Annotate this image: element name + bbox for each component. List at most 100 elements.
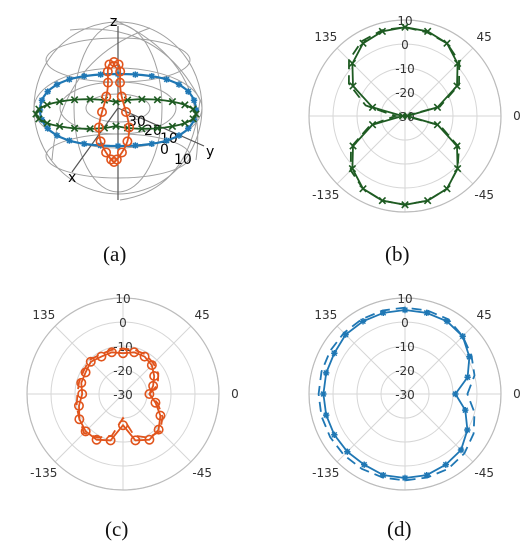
data-marker (106, 347, 117, 358)
pattern-marker (153, 95, 162, 104)
grid-spoke (54, 325, 124, 395)
pattern-marker (189, 105, 197, 113)
data-marker (398, 112, 407, 120)
data-marker (378, 196, 387, 205)
grid-spoke (336, 115, 406, 185)
radial-tick-label: 0 (401, 38, 409, 52)
pattern-marker (190, 97, 198, 104)
measured-curve (78, 351, 162, 442)
panel-a-3d-pattern: z y x 30 20 10 0 10 (32, 14, 214, 201)
data-marker (459, 333, 466, 340)
data-marker (80, 426, 91, 437)
radial-tick-label: 0 (119, 316, 127, 330)
pattern-marker (148, 140, 156, 147)
pattern-marker (43, 101, 51, 109)
grid-spoke (122, 325, 192, 395)
data-marker (361, 461, 368, 468)
data-marker (155, 410, 166, 421)
data-marker (91, 434, 102, 445)
data-marker (76, 377, 87, 388)
data-marker (423, 196, 432, 205)
radial-tick-label: -30 (113, 388, 133, 402)
data-marker (423, 27, 432, 36)
pattern-marker (115, 66, 126, 77)
data-marker (130, 435, 141, 446)
pattern-marker (114, 142, 122, 150)
pattern-marker (114, 70, 122, 78)
pattern-marker (97, 71, 104, 78)
angle-tick-label: -135 (312, 466, 339, 480)
angle-tick-label: 45 (195, 308, 210, 322)
pattern-marker (80, 73, 88, 80)
data-marker (443, 318, 451, 325)
pattern-marker (53, 81, 61, 88)
grid-spoke (404, 47, 474, 117)
data-marker (443, 39, 451, 48)
angle-tick-label: 45 (477, 30, 492, 44)
pattern-marker (95, 136, 106, 147)
pattern-marker (116, 91, 127, 102)
data-marker (118, 348, 129, 359)
data-marker (359, 39, 367, 48)
data-marker (146, 360, 157, 371)
pattern-marker (175, 81, 183, 88)
radial-tick-label: 10 (174, 152, 192, 168)
pattern-marker (106, 154, 117, 165)
pattern-marker (168, 97, 177, 106)
outer-ring (308, 297, 502, 491)
radial-tick-label: -20 (395, 364, 415, 378)
grid-spoke (404, 115, 474, 185)
pattern-marker (116, 147, 127, 158)
data-marker (401, 474, 409, 482)
data-marker (144, 388, 155, 399)
pattern-marker (113, 59, 124, 70)
data-marker (464, 426, 471, 434)
data-marker (77, 388, 88, 399)
pattern-curves (32, 56, 200, 168)
data-marker (368, 103, 377, 112)
pattern-marker (192, 110, 200, 118)
data-marker (462, 406, 469, 414)
outer-ring (26, 297, 220, 491)
pattern-marker (111, 154, 122, 165)
angle-tick-label: 135 (314, 308, 337, 322)
pattern-marker (80, 140, 88, 147)
pattern-marker (148, 73, 156, 80)
pattern-marker (55, 97, 64, 106)
panel-label-a: (a) (103, 242, 127, 266)
pattern-marker (124, 122, 135, 133)
data-marker (320, 390, 327, 398)
pattern-marker (163, 137, 170, 144)
data-marker (453, 164, 462, 173)
panel-label-b: (b) (385, 242, 410, 266)
pattern-marker (97, 107, 108, 118)
data-marker (423, 471, 430, 479)
axes (71, 26, 205, 200)
pattern-marker (109, 157, 120, 168)
pattern-marker (175, 132, 183, 139)
pattern-marker (44, 88, 51, 95)
axis-label-y: y (206, 144, 214, 160)
data-marker (85, 356, 96, 367)
radial-tick-label: -30 (395, 388, 415, 402)
data-marker (423, 309, 430, 317)
radial-tick-label: -10 (113, 340, 133, 354)
pattern-marker (44, 125, 51, 132)
data-marker (149, 370, 160, 381)
radial-tick-label: -10 (395, 340, 415, 354)
data-marker (344, 448, 351, 455)
grid-spoke (336, 325, 406, 395)
data-marker (80, 367, 91, 378)
data-marker (144, 434, 155, 445)
pattern-marker (35, 105, 43, 113)
pattern-marker (55, 122, 64, 131)
pattern-marker (70, 95, 79, 104)
pattern-marker (112, 122, 120, 130)
data-marker (129, 347, 140, 358)
pattern-marker (86, 125, 94, 133)
data-marker (139, 351, 150, 362)
pattern-marker (192, 106, 200, 114)
pattern-marker (38, 97, 46, 104)
